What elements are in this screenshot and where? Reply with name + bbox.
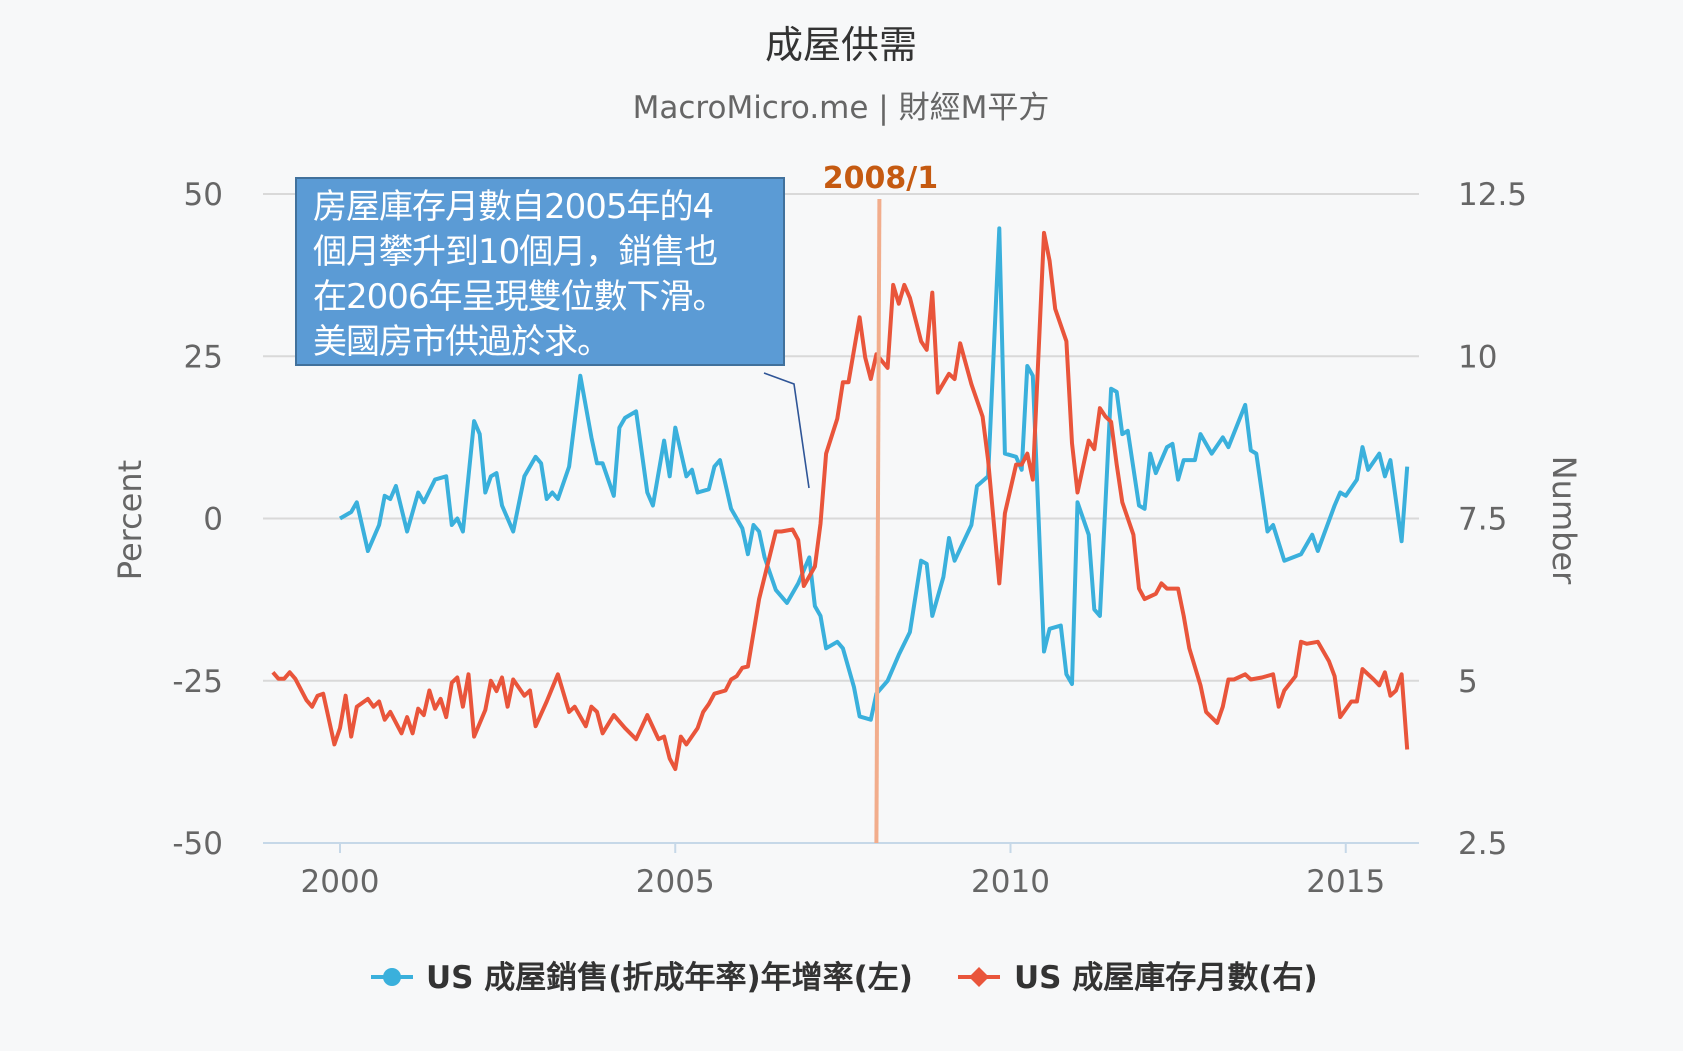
y-left-tick-label: 25 [184, 339, 223, 375]
chart-title: 成屋供需 [765, 23, 917, 67]
x-tick-label: 2005 [636, 864, 715, 900]
x-ticks: 2000 2005 2010 2015 [301, 843, 1385, 900]
y-right-tick-label: 7.5 [1458, 502, 1507, 538]
y-left-ticks: 50 25 0 -25 -50 [172, 177, 223, 862]
series-line-sales-yoy [338, 226, 1410, 722]
circle-icon [383, 968, 401, 986]
y-left-tick-label: 0 [203, 502, 223, 538]
y-left-tick-label: 50 [184, 177, 223, 213]
chart-subtitle: MacroMicro.me | 財經M平方 [633, 90, 1050, 126]
annotation-line: 美國房市供過於求。 [313, 322, 611, 362]
y-left-axis-title: Percent [111, 460, 149, 580]
diamond-icon [969, 967, 989, 987]
y-right-ticks: 12.5 10 7.5 5 2.5 [1458, 177, 1527, 862]
marker-line-2008-1 [874, 198, 882, 844]
y-right-tick-label: 2.5 [1458, 826, 1507, 862]
legend-label-inventory: US 成屋庫存月數(右) [1014, 960, 1318, 996]
legend: US 成屋銷售(折成年率)年增率(左) US 成屋庫存月數(右) [371, 960, 1318, 996]
x-tick-label: 2000 [301, 864, 380, 900]
x-tick-label: 2010 [971, 864, 1050, 900]
y-right-axis-title: Number [1545, 456, 1583, 585]
annotation-line: 個月攀升到10個月，銷售也 [313, 232, 718, 272]
series-lines [271, 226, 1410, 771]
annotation-pointer [763, 372, 810, 489]
y-right-tick-label: 10 [1458, 339, 1497, 375]
y-right-tick-label: 12.5 [1458, 177, 1527, 213]
y-left-tick-label: -50 [172, 826, 223, 862]
annotation-box: 房屋庫存月數自2005年的4 個月攀升到10個月，銷售也 在2006年呈現雙位數… [295, 177, 785, 366]
annotation-line: 房屋庫存月數自2005年的4 [313, 187, 714, 227]
y-right-tick-label: 5 [1458, 664, 1478, 700]
annotation-line: 在2006年呈現雙位數下滑。 [313, 277, 727, 317]
legend-item-sales[interactable]: US 成屋銷售(折成年率)年增率(左) [371, 960, 913, 996]
legend-label-sales: US 成屋銷售(折成年率)年增率(左) [426, 960, 913, 996]
x-tick-label: 2015 [1306, 864, 1385, 900]
y-left-tick-label: -25 [172, 664, 223, 700]
series-line-inventory-months [271, 230, 1410, 771]
marker-label: 2008/1 [823, 161, 938, 196]
legend-item-inventory[interactable]: US 成屋庫存月數(右) [958, 960, 1318, 996]
